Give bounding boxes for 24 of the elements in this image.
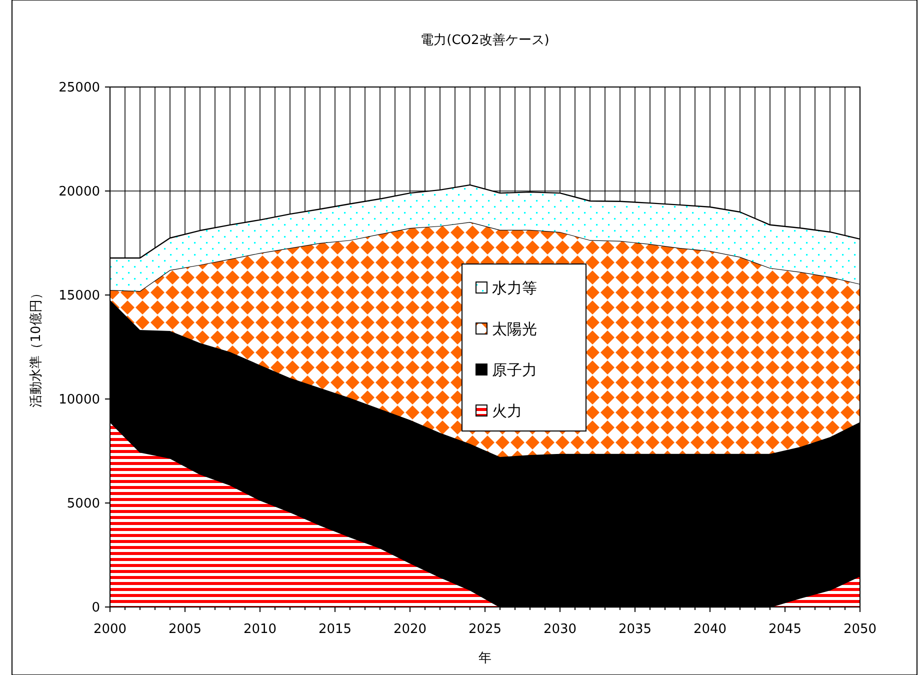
y-tick-label: 15000 bbox=[58, 288, 100, 304]
x-tick-label: 2035 bbox=[618, 622, 652, 637]
legend-label: 火力 bbox=[492, 402, 522, 420]
x-tick-label: 2020 bbox=[393, 622, 427, 637]
x-tick-label: 2045 bbox=[768, 622, 802, 637]
x-tick-label: 2005 bbox=[168, 622, 202, 637]
legend-label: 水力等 bbox=[492, 279, 537, 297]
x-tick-label: 2010 bbox=[243, 622, 277, 637]
y-axis-title: 活動水準（10億円） bbox=[29, 286, 44, 408]
legend-label: 太陽光 bbox=[492, 320, 537, 338]
y-tick-label: 20000 bbox=[58, 184, 100, 200]
x-tick-label: 2025 bbox=[468, 622, 502, 637]
y-tick-label: 25000 bbox=[58, 80, 100, 96]
x-tick-label: 2000 bbox=[93, 622, 127, 637]
x-axis-title: 年 bbox=[478, 651, 492, 666]
y-tick-label: 5000 bbox=[66, 496, 100, 512]
x-tick-label: 2030 bbox=[543, 622, 577, 637]
chart-title: 電力(CO2改善ケース) bbox=[420, 32, 550, 48]
x-tick-label: 2040 bbox=[693, 622, 727, 637]
x-tick-label: 2015 bbox=[318, 622, 352, 637]
y-tick-label: 0 bbox=[92, 600, 100, 616]
legend-label: 原子力 bbox=[492, 361, 537, 379]
x-tick-label: 2050 bbox=[843, 622, 877, 637]
y-tick-label: 10000 bbox=[58, 392, 100, 408]
